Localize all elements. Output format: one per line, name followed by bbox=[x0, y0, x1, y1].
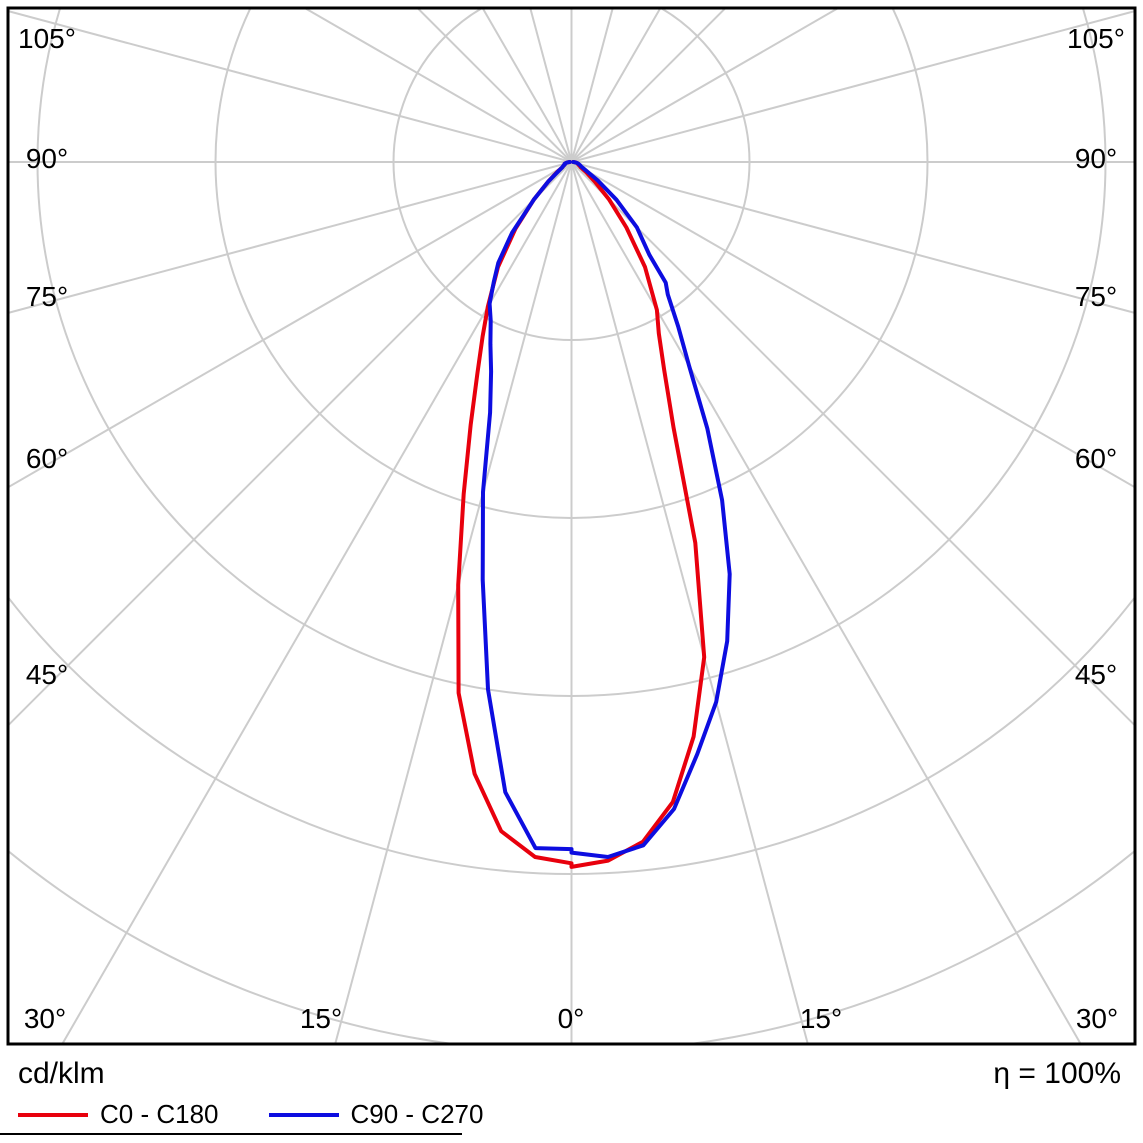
legend-swatch-c0-c180 bbox=[18, 1112, 88, 1117]
curve-c90-c270 bbox=[480, 160, 732, 859]
plot-border bbox=[6, 6, 1137, 1046]
grid-ray bbox=[9, 161, 573, 726]
grid-ray bbox=[61, 161, 573, 1043]
grid-ray bbox=[334, 161, 573, 1043]
angle-label: 0° bbox=[558, 1003, 585, 1034]
grid-ray bbox=[304, 9, 573, 163]
grid-ray bbox=[570, 161, 1082, 1043]
units-label: cd/klm bbox=[18, 1057, 105, 1090]
angle-label: 75° bbox=[26, 281, 68, 312]
grid-ray bbox=[570, 9, 726, 163]
angle-labels: 105° 105° 90° 90° 75° 75° 60° 60° 45° 45° 30° 15° 0°… bbox=[18, 23, 1125, 1034]
grid-ray bbox=[529, 9, 573, 163]
legend: C0 - C180 C90 - C270 bbox=[18, 1099, 483, 1130]
efficiency-label: η = 100% bbox=[993, 1057, 1121, 1090]
angle-label: 15° bbox=[800, 1003, 842, 1034]
grid-ray bbox=[571, 10, 1134, 163]
legend-swatch-c90-c270 bbox=[268, 1112, 339, 1117]
legend-label-c0-c180: C0 - C180 bbox=[100, 1099, 219, 1129]
polar-chart-canvas: 105° 105° 90° 90° 75° 75° 60° 60° 45° 45° 30° 15° 0°… bbox=[6, 6, 1137, 1046]
angle-label: 30° bbox=[24, 1003, 66, 1034]
grid-ray bbox=[570, 9, 661, 163]
grid-ray bbox=[570, 161, 1134, 726]
polar-grid bbox=[9, 9, 1134, 1043]
footer: cd/klm η = 100% C0 - C180 C90 - C270 bbox=[0, 1047, 1143, 1143]
grid-ray bbox=[9, 10, 572, 163]
angle-label: 60° bbox=[26, 443, 68, 474]
legend-item-c90-c270: C90 - C270 bbox=[268, 1099, 484, 1130]
grid-ray bbox=[571, 161, 1134, 314]
grid-ray bbox=[570, 161, 809, 1043]
angle-label: 15° bbox=[300, 1003, 342, 1034]
legend-underline bbox=[0, 1133, 462, 1135]
grid-ray bbox=[417, 9, 573, 163]
angle-label: 60° bbox=[1075, 443, 1117, 474]
grid-ray bbox=[9, 161, 572, 314]
angle-label: 105° bbox=[1067, 23, 1125, 54]
grid-ray bbox=[482, 9, 573, 163]
legend-label-c90-c270: C90 - C270 bbox=[350, 1099, 484, 1129]
angle-label: 90° bbox=[26, 143, 68, 174]
angle-label: 45° bbox=[1075, 659, 1117, 690]
angle-label: 75° bbox=[1075, 281, 1117, 312]
angle-label: 105° bbox=[18, 23, 76, 54]
angle-label: 30° bbox=[1076, 1003, 1118, 1034]
angle-label: 90° bbox=[1075, 143, 1117, 174]
grid-ray bbox=[570, 9, 614, 163]
grid-ray bbox=[570, 161, 1134, 488]
legend-item-c0-c180: C0 - C180 bbox=[18, 1099, 219, 1130]
grid-ray bbox=[9, 161, 573, 488]
grid-ray bbox=[570, 9, 839, 163]
angle-label: 45° bbox=[26, 659, 68, 690]
